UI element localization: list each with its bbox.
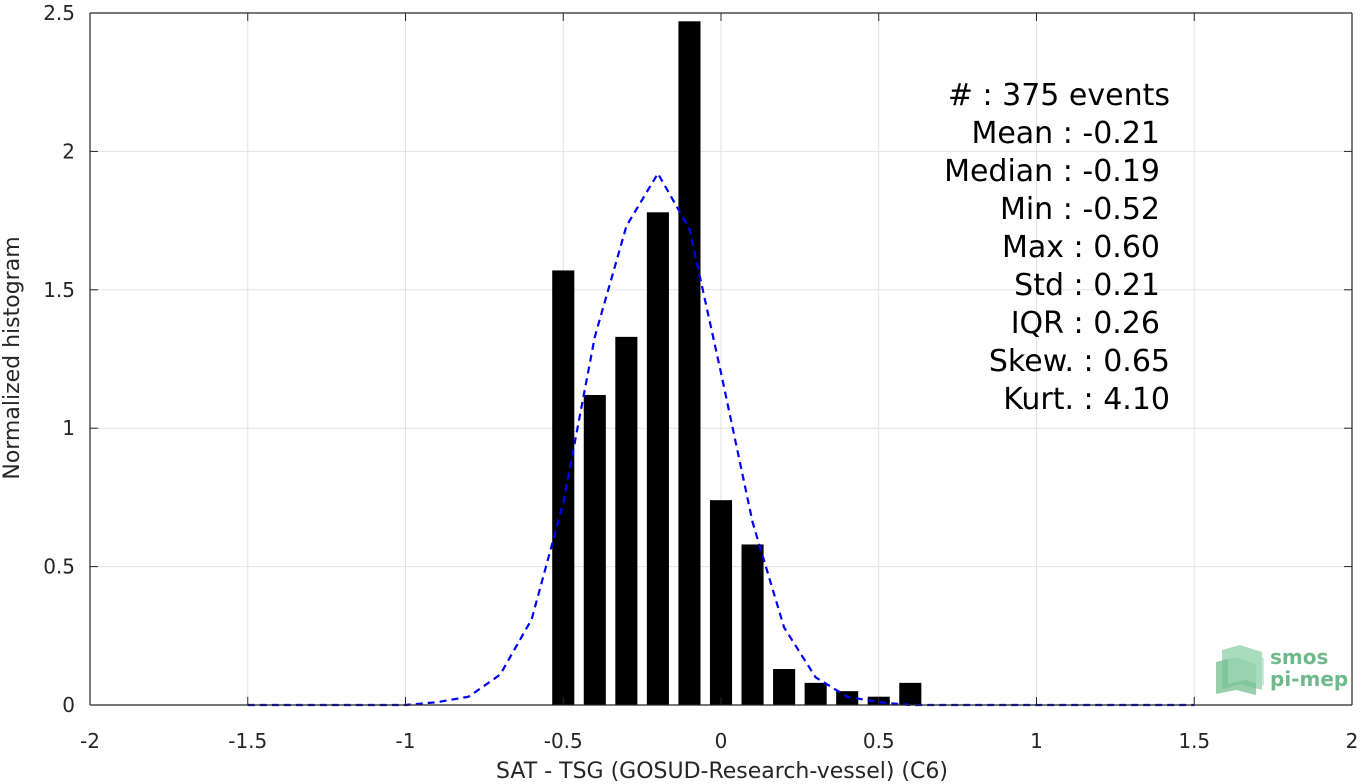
y-tick-labels: 0 0.5 1 1.5 2 2.5 bbox=[43, 1, 75, 717]
x-tick-label-0: -2 bbox=[80, 729, 100, 753]
stats-line-3: Min : -0.52 bbox=[1000, 192, 1160, 227]
stats-line-2: Median : -0.19 bbox=[944, 154, 1160, 189]
logo-line1: smos bbox=[1270, 645, 1328, 669]
stats-line-8: Kurt. : 4.10 bbox=[1003, 382, 1170, 417]
histogram-bar-9 bbox=[836, 691, 859, 705]
stats-line-5: Std : 0.21 bbox=[1014, 268, 1160, 303]
y-tick-label-5: 2.5 bbox=[43, 1, 75, 25]
x-tick-label-7: 1.5 bbox=[1178, 729, 1210, 753]
histogram-bar-3 bbox=[646, 212, 669, 705]
y-tick-label-2: 1 bbox=[62, 416, 75, 440]
smos-pimep-logo: smos pi-mep bbox=[1216, 645, 1348, 695]
histogram-bar-1 bbox=[583, 394, 606, 705]
histogram-bars bbox=[552, 21, 922, 705]
histogram-bar-5 bbox=[709, 500, 733, 705]
x-tick-label-4: 0 bbox=[715, 729, 728, 753]
histogram-bar-7 bbox=[773, 669, 796, 705]
x-tick-label-5: 0.5 bbox=[863, 729, 895, 753]
histogram-bar-11 bbox=[899, 682, 922, 705]
x-tick-label-6: 1 bbox=[1030, 729, 1043, 753]
x-axis-label: SAT - TSG (GOSUD-Research-vessel) (C6) bbox=[496, 759, 948, 784]
x-tick-label-2: -1 bbox=[396, 729, 416, 753]
histogram-bar-8 bbox=[804, 682, 827, 705]
y-tick-label-0: 0 bbox=[62, 693, 75, 717]
histogram-bar-0 bbox=[552, 270, 575, 705]
logo-line2: pi-mep bbox=[1270, 667, 1348, 691]
y-tick-label-3: 1.5 bbox=[43, 278, 75, 302]
histogram-bar-2 bbox=[615, 336, 638, 705]
histogram-bar-4 bbox=[678, 21, 701, 705]
axes bbox=[89, 12, 1353, 706]
stats-line-6: IQR : 0.26 bbox=[1011, 306, 1160, 341]
logo-mark-icon bbox=[1216, 645, 1264, 695]
y-axis-label: Normalized histogram bbox=[0, 236, 25, 479]
stats-line-7: Skew. : 0.65 bbox=[989, 344, 1170, 379]
y-tick-label-1: 0.5 bbox=[43, 555, 75, 579]
stats-line-0: # : 375 events bbox=[948, 78, 1170, 113]
stats-line-4: Max : 0.60 bbox=[1002, 230, 1160, 265]
x-tick-label-3: -0.5 bbox=[544, 729, 583, 753]
histogram-bar-6 bbox=[741, 544, 764, 705]
x-tick-label-1: -1.5 bbox=[228, 729, 267, 753]
y-tick-label-4: 2 bbox=[62, 139, 75, 163]
x-tick-labels: -2 -1.5 -1 -0.5 0 0.5 1 1.5 2 bbox=[80, 729, 1358, 753]
stats-line-1: Mean : -0.21 bbox=[971, 116, 1160, 151]
x-tick-label-8: 2 bbox=[1346, 729, 1359, 753]
